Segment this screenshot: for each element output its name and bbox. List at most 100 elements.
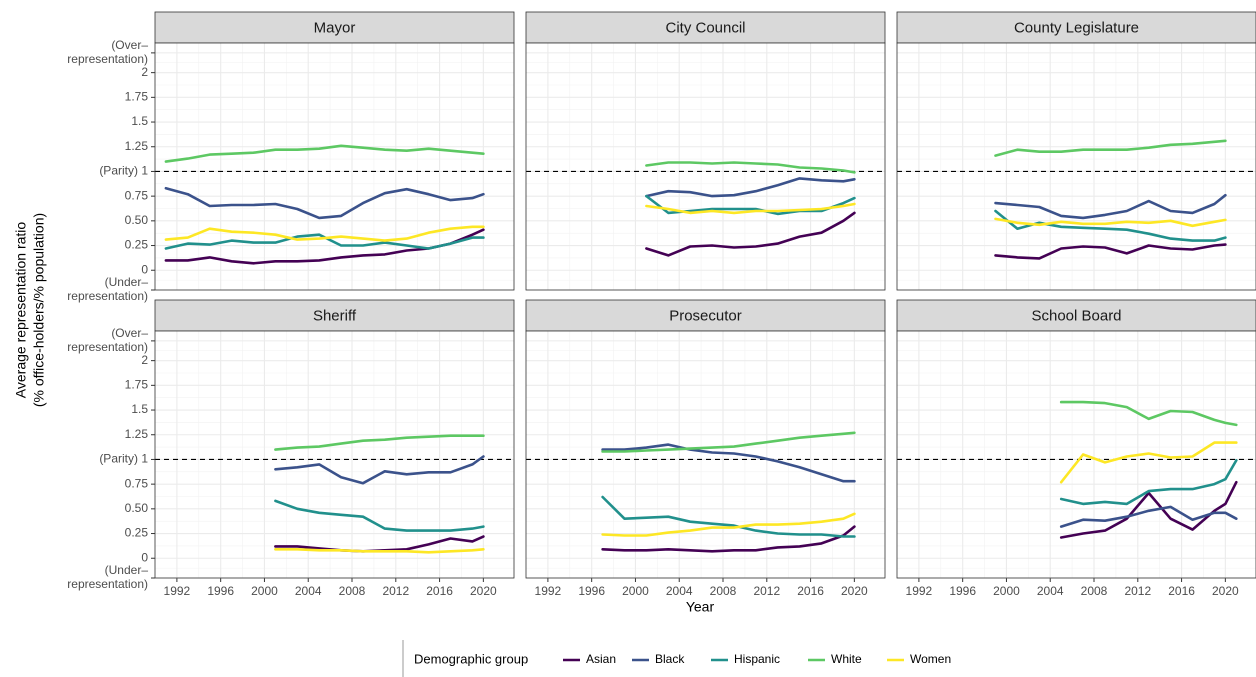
y-tick-label: 1.5 (131, 114, 148, 128)
series-line (994, 217, 1227, 228)
panel-border (525, 330, 886, 579)
panel-border (896, 42, 1256, 291)
x-tick-label: 2004 (295, 584, 322, 598)
y-tick-label: 0.75 (125, 476, 149, 490)
legend-label: Women (910, 652, 951, 666)
series-line (994, 139, 1227, 157)
y-tick-label: 1.25 (125, 139, 149, 153)
y-tick-label: 1.75 (125, 378, 149, 392)
x-tick-label: 2000 (251, 584, 278, 598)
panel-border (154, 330, 515, 579)
x-tick-label: 1996 (578, 584, 605, 598)
series-line (645, 161, 856, 174)
panel (897, 43, 1256, 290)
legend-label: Hispanic (734, 652, 780, 666)
y-tick-label: 0 (141, 262, 148, 276)
y-tick-label: 2 (141, 353, 148, 367)
series-line (645, 211, 856, 257)
x-tick-label: 2008 (1081, 584, 1108, 598)
series-line (994, 193, 1227, 220)
x-tick-label: 2016 (1168, 584, 1195, 598)
x-tick-label: 2016 (426, 584, 453, 598)
series-line (1059, 459, 1238, 506)
series-line (601, 525, 856, 553)
series-line (1059, 441, 1238, 484)
series-line (601, 512, 856, 537)
x-tick-label: 1992 (906, 584, 933, 598)
x-tick-label: 2012 (1124, 584, 1151, 598)
series-line (601, 443, 856, 483)
panel (526, 331, 885, 578)
y-tick-label: 0.50 (125, 213, 149, 227)
series-line (164, 144, 485, 163)
strip-title: City Council (665, 19, 745, 36)
y-tick-label: 2 (141, 65, 148, 79)
x-tick-label: 2020 (841, 584, 868, 598)
x-tick-label: 2016 (797, 584, 824, 598)
panel-border (896, 330, 1256, 579)
series-line (164, 233, 485, 250)
series-line (164, 225, 485, 242)
x-tick-label: 2008 (339, 584, 366, 598)
series-line (1059, 505, 1238, 528)
y-tick-label: (Over– representation) (67, 38, 148, 66)
y-axis-title: (% office-holders/% population) (31, 213, 47, 407)
x-tick-label: 2020 (1212, 584, 1239, 598)
x-tick-label: 2004 (666, 584, 693, 598)
y-tick-label: 0.25 (125, 526, 149, 540)
x-tick-label: 2012 (753, 584, 780, 598)
strip-title: Mayor (314, 19, 356, 36)
x-tick-label: 1992 (164, 584, 191, 598)
x-tick-label: 1996 (949, 584, 976, 598)
series-line (274, 499, 485, 532)
x-tick-label: 2000 (622, 584, 649, 598)
y-tick-label: 0.50 (125, 501, 149, 515)
y-tick-label: (Under– representation) (67, 563, 148, 591)
y-tick-label: (Under– representation) (67, 275, 148, 303)
x-tick-label: 1992 (535, 584, 562, 598)
series-line (164, 186, 485, 220)
series-line (274, 455, 485, 485)
strip-title: County Legislature (1014, 19, 1139, 36)
panel (155, 43, 514, 290)
legend-label: Asian (586, 652, 616, 666)
series-line (274, 434, 485, 451)
x-tick-label: 2012 (382, 584, 409, 598)
panel (526, 43, 885, 290)
y-tick-label: 0 (141, 550, 148, 564)
series-line (601, 495, 856, 538)
x-axis-title: Year (686, 599, 715, 615)
strip-title: School Board (1031, 307, 1121, 324)
series-line (1059, 400, 1238, 427)
y-tick-label: (Parity) 1 (99, 452, 148, 466)
strip (896, 299, 1256, 332)
panel-border (525, 42, 886, 291)
panel (155, 331, 514, 578)
strip (154, 299, 515, 332)
series-line (645, 202, 856, 215)
strip-title: Sheriff (313, 307, 357, 324)
y-tick-label: 1.5 (131, 402, 148, 416)
y-tick-label: (Over– representation) (67, 326, 148, 354)
x-tick-label: 2004 (1037, 584, 1064, 598)
x-tick-label: 2008 (710, 584, 737, 598)
legend-label: Black (655, 652, 685, 666)
x-tick-label: 2000 (993, 584, 1020, 598)
panel (897, 331, 1256, 578)
y-tick-label: 1.75 (125, 90, 149, 104)
series-line (645, 177, 856, 198)
x-tick-label: 2020 (470, 584, 497, 598)
y-axis-title: Average representation ratio (13, 222, 29, 399)
x-tick-label: 1996 (207, 584, 234, 598)
y-tick-label: (Parity) 1 (99, 164, 148, 178)
panel-border (154, 42, 515, 291)
strip (525, 299, 886, 332)
series-line (1059, 480, 1238, 539)
y-tick-label: 1.25 (125, 427, 149, 441)
series-line (994, 243, 1227, 260)
legend-title: Demographic group (414, 651, 528, 666)
legend-label: White (831, 652, 862, 666)
series-line (601, 431, 856, 453)
y-tick-label: 0.75 (125, 188, 149, 202)
